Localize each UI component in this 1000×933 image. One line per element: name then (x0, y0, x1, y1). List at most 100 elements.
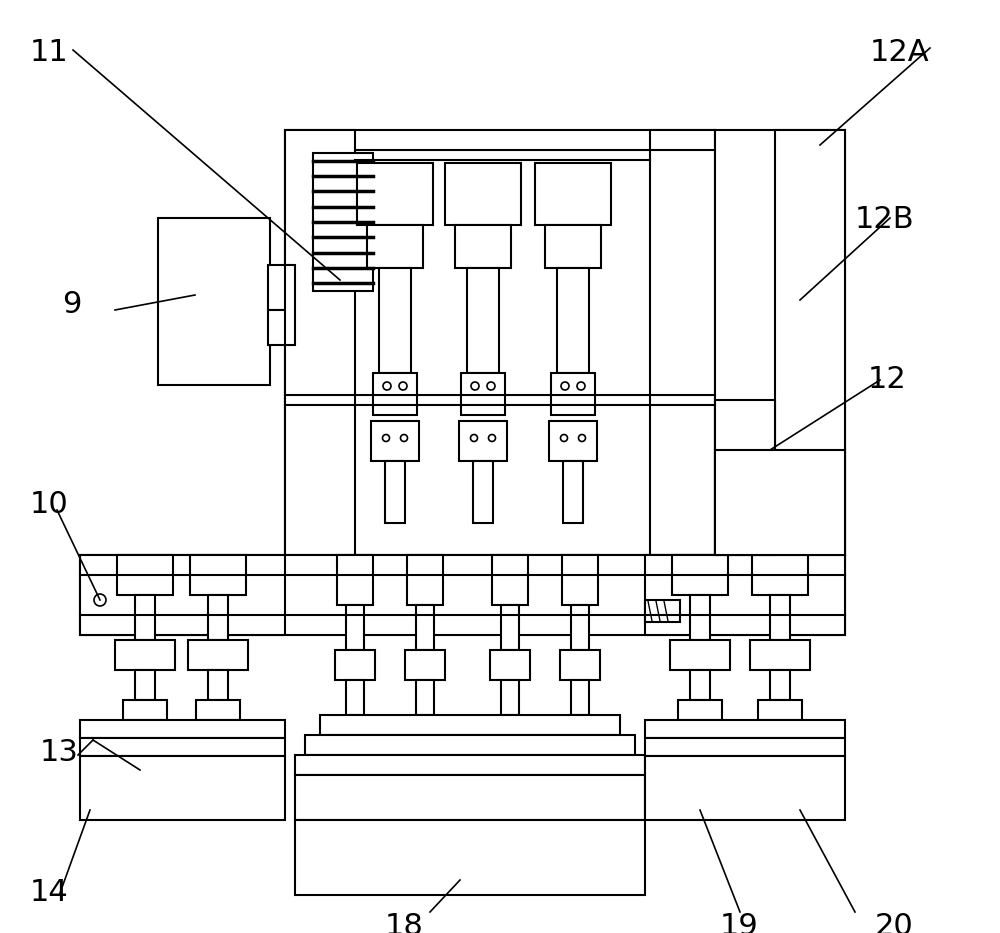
Bar (150, 762, 192, 785)
Bar (650, 130, 715, 555)
Bar (562, 555, 598, 605)
Bar (770, 595, 790, 640)
Bar (205, 762, 247, 785)
Bar (750, 640, 810, 670)
Bar (560, 650, 600, 680)
Text: 20: 20 (875, 912, 914, 933)
Bar (571, 605, 589, 650)
Bar (770, 762, 812, 785)
Text: 10: 10 (30, 490, 69, 519)
Bar (115, 640, 175, 670)
Bar (416, 680, 434, 715)
Bar (123, 700, 167, 720)
Bar (188, 640, 248, 670)
Bar (305, 735, 635, 755)
Bar (571, 680, 589, 715)
Bar (690, 670, 710, 700)
Bar (492, 555, 528, 605)
Bar (535, 163, 611, 225)
Bar (678, 700, 722, 720)
Bar (672, 555, 728, 595)
Bar (80, 720, 285, 738)
Bar (407, 555, 443, 605)
Bar (80, 756, 285, 820)
Bar (385, 461, 405, 523)
Bar (715, 400, 775, 555)
Bar (295, 820, 645, 895)
Bar (501, 605, 519, 650)
Bar (645, 756, 845, 820)
Bar (135, 595, 155, 640)
Bar (80, 738, 285, 756)
Bar (473, 461, 493, 523)
Bar (196, 700, 240, 720)
Bar (670, 640, 730, 670)
Bar (285, 130, 715, 555)
Bar (490, 650, 530, 680)
Bar (80, 555, 845, 635)
Text: 12: 12 (868, 365, 907, 394)
Text: 11: 11 (30, 38, 69, 67)
Text: 12A: 12A (870, 38, 930, 67)
Text: 12B: 12B (855, 205, 915, 234)
Bar (715, 450, 845, 555)
Bar (715, 791, 757, 814)
Bar (337, 555, 373, 605)
Bar (357, 163, 433, 225)
Bar (405, 650, 445, 680)
Bar (320, 715, 620, 735)
Text: 18: 18 (385, 912, 424, 933)
Bar (461, 373, 505, 415)
Bar (775, 130, 845, 555)
Bar (135, 670, 155, 700)
Bar (335, 650, 375, 680)
Bar (645, 720, 845, 738)
Bar (295, 775, 645, 820)
Bar (715, 130, 845, 555)
Bar (459, 421, 507, 461)
Text: 14: 14 (30, 878, 69, 907)
Bar (467, 268, 499, 373)
Text: 9: 9 (62, 290, 81, 319)
Bar (770, 791, 812, 814)
Bar (95, 791, 137, 814)
Text: 19: 19 (720, 912, 759, 933)
Bar (563, 461, 583, 523)
Bar (346, 680, 364, 715)
Bar (660, 791, 702, 814)
Bar (150, 791, 192, 814)
Bar (416, 605, 434, 650)
Bar (268, 310, 290, 345)
Bar (158, 218, 270, 385)
Bar (285, 265, 295, 345)
Bar (549, 421, 597, 461)
Bar (367, 225, 423, 268)
Bar (371, 421, 419, 461)
Bar (551, 373, 595, 415)
Bar (346, 605, 364, 650)
Bar (645, 600, 680, 622)
Bar (379, 268, 411, 373)
Bar (95, 762, 137, 785)
Bar (445, 163, 521, 225)
Text: 13: 13 (40, 738, 79, 767)
Bar (295, 755, 645, 775)
Bar (190, 555, 246, 595)
Bar (557, 268, 589, 373)
Bar (285, 130, 355, 555)
Bar (455, 225, 511, 268)
Bar (268, 265, 290, 310)
Bar (660, 762, 702, 785)
Bar (770, 670, 790, 700)
Bar (80, 555, 285, 635)
Bar (758, 700, 802, 720)
Bar (715, 762, 757, 785)
Bar (373, 373, 417, 415)
Bar (117, 555, 173, 595)
Bar (501, 680, 519, 715)
Bar (313, 153, 373, 291)
Bar (208, 595, 228, 640)
Bar (645, 555, 845, 635)
Bar (208, 670, 228, 700)
Bar (690, 595, 710, 640)
